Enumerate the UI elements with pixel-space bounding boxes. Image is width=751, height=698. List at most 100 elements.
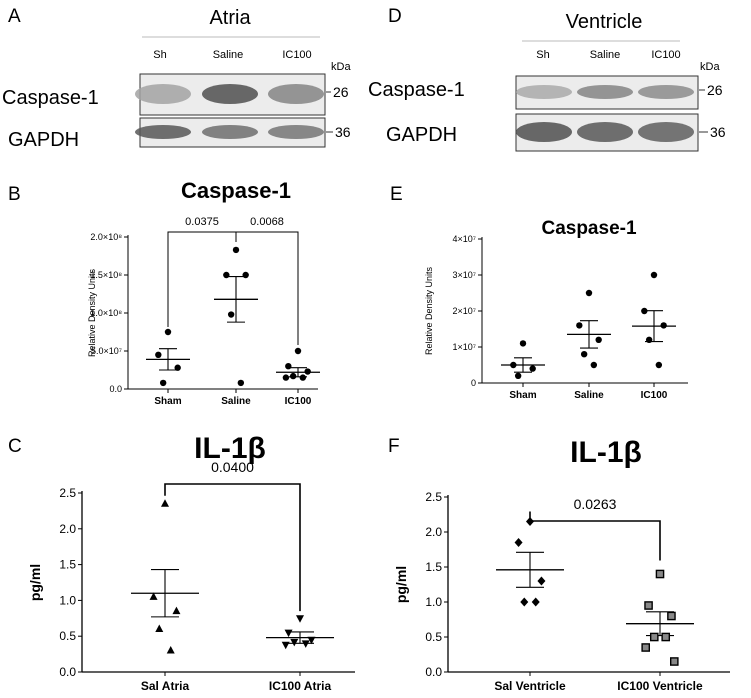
panel-b-ytick-label-2: 1.0×10⁸	[90, 308, 122, 318]
panel-b-point-2-2	[304, 368, 311, 375]
panel-b-point-1-1	[223, 271, 230, 279]
panel-d-row2-band-2	[577, 122, 633, 142]
panel-f-title: IL-1β	[570, 436, 642, 469]
panel-b-ytick-label-1: 5.0×10⁷	[91, 346, 122, 356]
panel-e-ylabel: Relative Density Units	[424, 266, 434, 355]
panel-c-ytick-label-2: 1.0	[59, 593, 76, 607]
panel-a-row2-band-2	[202, 125, 258, 139]
panel-c-point-1-1	[284, 629, 293, 638]
panel-e-point-1-3	[580, 351, 588, 358]
panel-c-ytick-label-1: 0.5	[59, 629, 76, 643]
panel-f-point-0-3	[520, 597, 529, 607]
panel-f-chart: IL-1β 0.0 0.5 1.0 1.5 2.0 2.5 pg/ml Sal Ventricl…	[393, 436, 730, 693]
panel-e-point-2-0	[650, 271, 658, 279]
panel-c-xtick-label-1: IC100 Atria	[269, 679, 332, 693]
panel-c-letter: C	[8, 436, 22, 457]
panel-a-row1-band-3	[268, 84, 324, 104]
panel-d-letter: D	[388, 6, 402, 27]
panel-a-row1-band-2	[202, 84, 258, 104]
panel-a-blot: A Atria Sh Saline IC100 kDa Caspase-1 26…	[2, 6, 351, 151]
panel-c-point-0-3	[155, 624, 164, 633]
panel-a-caspase-mw: 26	[333, 84, 349, 100]
panel-d-gapdh-label: GAPDH	[386, 124, 457, 146]
panel-d-row2-band-3	[638, 122, 694, 142]
panel-f-ytick-label-0: 0.0	[425, 665, 442, 679]
panel-b-pvalue-1: 0.0068	[250, 216, 284, 228]
panel-c-point-1-3	[290, 638, 299, 647]
panel-d-row1-band-2	[577, 85, 633, 99]
panel-f-point-1-5	[641, 643, 650, 652]
panel-a-lane-3: IC100	[282, 49, 311, 61]
panel-b-letter: B	[8, 184, 21, 205]
panel-e-point-1-4	[590, 361, 598, 369]
panel-e-point-1-0	[585, 289, 593, 297]
panel-a-caspase-label: Caspase-1	[2, 87, 99, 109]
panel-c-point-1-0	[296, 615, 304, 623]
panel-b-ytick-label-4: 2.0×10⁸	[90, 232, 122, 242]
panel-b-point-1-3	[227, 311, 235, 318]
panel-a-row2-band-3	[268, 125, 324, 139]
panel-a-lane-2: Saline	[213, 49, 244, 61]
panel-f-ytick-label-1: 0.5	[425, 630, 442, 644]
panel-a-row1-band-1	[135, 84, 191, 104]
panel-d-row1-band-3	[638, 85, 694, 99]
panel-f-ytick-label-5: 2.5	[425, 490, 442, 504]
panel-d-caspase-mw: 26	[707, 82, 723, 98]
panel-e-xtick-label-1: Saline	[574, 390, 604, 401]
panel-e-ytick-label-3: 3×10⁷	[452, 270, 476, 280]
panel-f-pvalue-0: 0.0263	[574, 496, 617, 512]
panel-c-xtick-label-0: Sal Atria	[141, 679, 190, 693]
panel-c-title: IL-1β	[194, 432, 266, 465]
panel-f-point-1-0	[655, 569, 665, 579]
panel-d-caspase-label: Caspase-1	[368, 79, 465, 101]
panel-b-pvalue-0: 0.0375	[185, 216, 219, 228]
panel-e-ytick-label-4: 4×10⁷	[452, 234, 476, 244]
panel-e-point-2-4	[655, 361, 663, 369]
panel-f-letter: F	[388, 436, 400, 457]
panel-c-point-0-1	[149, 592, 158, 600]
panel-f-xtick-label-0: Sal Ventricle	[494, 679, 566, 693]
panel-f-bracket-0	[529, 511, 661, 561]
panel-d-row2-band-1	[516, 122, 572, 142]
panel-a-header: Atria	[209, 7, 251, 29]
panel-b-ytick-label-3: 1.5×10⁸	[90, 270, 122, 280]
panel-b-chart: Caspase-1 0.0 5.0×10⁷ 1.0×10⁸ 1.5×10⁸ 2.0×10⁸…	[87, 178, 320, 407]
panel-e-chart: Caspase-1 0 1×10⁷ 2×10⁷ 3×10⁷ 4×10⁷ Relative D…	[424, 218, 688, 401]
panel-c-ytick-label-3: 1.5	[59, 558, 76, 572]
panel-a-kda-label: kDa	[331, 61, 351, 73]
panel-d-blot: D Ventricle Sh Saline IC100 kDa Caspase-…	[368, 6, 726, 152]
panel-f-point-0-1	[514, 538, 523, 547]
panel-d-kda-label: kDa	[700, 61, 720, 73]
panel-f-point-0-2	[537, 576, 546, 586]
panel-f-xtick-label-1: IC100 Ventricle	[617, 679, 703, 693]
panel-e-point-2-2	[660, 322, 667, 329]
panel-c-ytick-label-5: 2.5	[59, 486, 76, 500]
panel-b-point-0-1	[155, 351, 162, 358]
panel-b-bracket-0	[167, 231, 237, 327]
panel-a-gapdh-mw: 36	[335, 124, 351, 140]
panel-f-ytick-label-4: 2.0	[425, 525, 442, 539]
panel-d-gapdh-mw: 36	[710, 124, 726, 140]
panel-c-ytick-label-4: 2.0	[59, 522, 76, 536]
panel-b-point-0-3	[159, 379, 167, 387]
panel-b-point-0-2	[174, 364, 181, 371]
panel-e-point-0-3	[514, 372, 522, 379]
panel-a-gapdh-label: GAPDH	[8, 129, 79, 151]
panel-f-ylabel: pg/ml	[393, 566, 409, 603]
panel-c-point-1-4	[301, 640, 310, 648]
panel-d-row1-band-1	[516, 85, 572, 99]
panel-e-point-2-1	[641, 307, 648, 315]
panel-f-point-1-2	[667, 611, 676, 621]
panel-f-point-1-4	[661, 632, 671, 642]
panel-b-point-0-0	[164, 328, 172, 336]
panel-a-row2-band-1	[135, 125, 191, 139]
panel-b-xtick-label-1: Saline	[221, 396, 251, 407]
panel-e-xtick-label-0: Sham	[509, 390, 536, 401]
panel-a-letter: A	[8, 6, 21, 27]
panel-e-ytick-label-0: 0	[471, 378, 476, 388]
panel-e-title: Caspase-1	[541, 218, 636, 239]
panel-d-lane-3: IC100	[651, 49, 680, 61]
panel-e-point-0-1	[510, 361, 517, 369]
panel-f-ytick-label-2: 1.0	[425, 595, 442, 609]
panel-c-ytick-label-0: 0.0	[59, 665, 76, 679]
